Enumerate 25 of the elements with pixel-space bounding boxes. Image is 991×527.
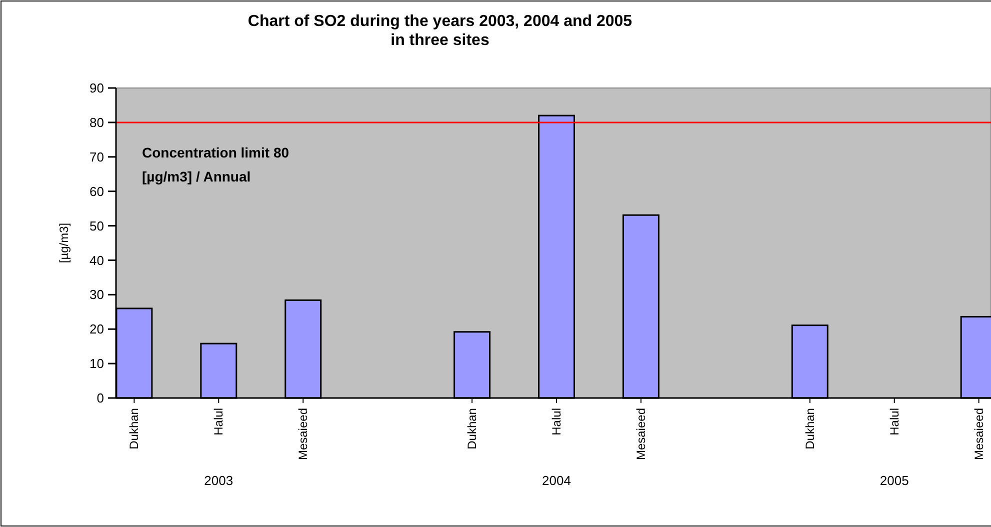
x-tick-label: Halul — [550, 408, 564, 436]
x-tick-label: Mesaieed — [296, 408, 310, 460]
y-tick-label: 40 — [90, 252, 104, 268]
x-tick-label: Dukhan — [465, 408, 480, 450]
chart-title: Chart of SO2 during the years 2003, 2004 and 2005 in three sites — [248, 13, 632, 49]
x-tick-label: Halul — [212, 408, 226, 436]
y-tick-label: 90 — [90, 80, 104, 96]
y-tick-label: 20 — [90, 322, 104, 337]
x-tick-label: Halul — [887, 408, 902, 436]
y-tick-label: 50 — [90, 218, 104, 234]
text: 2003 — [204, 473, 234, 488]
x-tick-label: Dukhan — [127, 408, 142, 450]
y-tick-label: 80 — [90, 114, 104, 130]
text: 2005 — [880, 473, 909, 488]
ref-line-label: Concentration limit 80 [µg/m3] / Annual — [142, 144, 290, 184]
y-tick-label: 70 — [90, 149, 104, 164]
x-tick-label: Mesaieed — [972, 408, 986, 460]
x-tick-label: Mesaieed — [634, 408, 648, 460]
x-tick-label: Dukhan — [802, 408, 817, 450]
y-tick-label: 0 — [96, 390, 104, 406]
y-axis-title: [µg/m3] — [57, 222, 71, 264]
y-tick-label: 10 — [90, 356, 104, 372]
text: 2004 — [542, 473, 571, 488]
y-tick-label: 30 — [90, 287, 104, 302]
y-tick-label: 60 — [90, 184, 104, 199]
